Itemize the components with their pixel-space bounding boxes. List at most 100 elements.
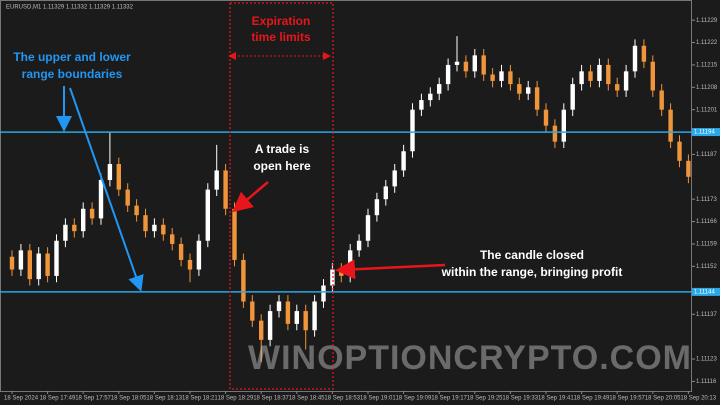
- x-tick-label: 18 Sep 18:37: [253, 396, 289, 402]
- y-tick-label: 1.11116: [696, 379, 717, 385]
- candle-body: [623, 71, 629, 91]
- candle-body: [312, 301, 317, 331]
- candle-body: [445, 64, 451, 85]
- candle-body: [223, 170, 228, 209]
- candle-body: [267, 311, 273, 340]
- candle-body: [9, 256, 15, 270]
- level-label: 1.11194: [694, 130, 715, 136]
- x-tick-label: 18 Sep 19:09: [396, 396, 432, 402]
- candle-body: [134, 205, 139, 216]
- y-tick-label: 1.11123: [696, 357, 717, 363]
- x-tick-label: 18 Sep 18:29: [218, 396, 254, 402]
- x-tick-label: 18 Sep 17:57: [75, 396, 111, 402]
- candle-body: [534, 87, 540, 110]
- candle-body: [588, 71, 593, 81]
- candle-body: [285, 301, 291, 324]
- candle-body: [561, 109, 566, 142]
- y-tick-label: 1.11215: [696, 63, 718, 69]
- y-tick-label: 1.11229: [696, 18, 718, 24]
- plot-frame: [0, 0, 692, 392]
- candle-body: [392, 170, 397, 187]
- x-tick-label: 18 Sep 19:01: [360, 396, 396, 402]
- candle-body: [677, 141, 682, 161]
- candle-body: [107, 164, 113, 181]
- candle-body: [18, 250, 24, 270]
- candle-body: [490, 74, 495, 81]
- candle-body: [597, 64, 602, 81]
- x-tick-label: 18 Sep 2024: [4, 396, 39, 402]
- y-tick-label: 1.11222: [696, 40, 718, 46]
- candle-body: [348, 250, 353, 276]
- x-tick-label: 18 Sep 19:17: [431, 396, 467, 402]
- candle-body: [303, 311, 308, 331]
- y-tick-label: 1.11137: [696, 312, 717, 318]
- candle-body: [116, 164, 121, 190]
- annotation-expiration: Expiration: [252, 14, 311, 28]
- candle-body: [36, 253, 41, 280]
- y-tick-label: 1.11166: [696, 219, 717, 225]
- candle-body: [276, 301, 282, 312]
- candle-body: [552, 125, 558, 142]
- candle-body: [187, 259, 193, 270]
- y-tick-label: 1.11173: [696, 197, 717, 203]
- candle-body: [125, 189, 130, 206]
- candle-body: [401, 151, 406, 171]
- x-tick-label: 18 Sep 18:21: [182, 396, 218, 402]
- candle-body: [205, 189, 210, 241]
- candle-body: [365, 215, 371, 241]
- candle-body: [410, 109, 415, 152]
- candle-body: [499, 71, 504, 81]
- candle-body: [650, 61, 655, 91]
- x-tick-label: 18 Sep 18:53: [324, 396, 360, 402]
- candle-body: [356, 240, 362, 251]
- candle-body: [250, 301, 255, 321]
- candle-body: [454, 61, 460, 65]
- x-tick-label: 18 Sep 19:33: [502, 396, 538, 402]
- candle-body: [428, 93, 433, 101]
- candle-body: [178, 243, 184, 260]
- watermark: WINOPTIONCRYPTO.COM: [248, 339, 692, 377]
- candle-body: [543, 109, 549, 126]
- candle-body: [152, 224, 157, 232]
- annotation-trade: A trade is: [255, 142, 310, 156]
- annotation-trade: open here: [253, 159, 311, 173]
- candle-body: [517, 84, 522, 94]
- candle-body: [686, 160, 691, 177]
- candle-body: [72, 224, 77, 232]
- candle-body: [632, 45, 638, 72]
- candle-body: [659, 90, 664, 110]
- x-tick-label: 18 Sep 18:13: [146, 396, 182, 402]
- candle-body: [214, 170, 219, 190]
- candle-body: [472, 55, 477, 72]
- arrow: [232, 181, 269, 213]
- candle-body: [63, 224, 68, 241]
- x-tick-label: 18 Sep 18:45: [289, 396, 325, 402]
- candle-body: [161, 224, 166, 235]
- expiration-zone: [229, 2, 334, 390]
- level-tag: [692, 287, 720, 296]
- x-tick-label: 18 Sep 18:05: [111, 396, 147, 402]
- x-tick-label: 18 Sep 19:57: [609, 396, 645, 402]
- y-tick-label: 1.11187: [696, 152, 717, 158]
- symbol-header: EURUSD,M1 1.11329 1.11332 1.11329 1.1133…: [6, 5, 134, 11]
- candle-body: [374, 199, 380, 216]
- arrow: [335, 259, 446, 280]
- level-tag: [692, 128, 720, 137]
- candle-body: [294, 311, 299, 324]
- x-tick-label: 18 Sep 17:49: [40, 396, 76, 402]
- candle-body: [54, 240, 59, 276]
- candle-body: [241, 259, 246, 302]
- candle-body: [45, 253, 50, 276]
- candle-body: [259, 320, 264, 340]
- annotation-candle-closed: The candle closed: [480, 248, 584, 262]
- plot-area: 1.11229 1.11222 1.11215 1.11208 1.11201 1.111…: [0, 18, 720, 402]
- candle-body: [383, 186, 388, 200]
- annotation-boundaries: range boundaries: [22, 67, 123, 81]
- candle-body: [526, 87, 531, 94]
- candle-body: [641, 45, 647, 62]
- candle-body: [570, 84, 575, 110]
- candle-body: [232, 208, 237, 260]
- candle-body: [170, 234, 175, 244]
- x-tick-label: 18 Sep 19:41: [538, 396, 574, 402]
